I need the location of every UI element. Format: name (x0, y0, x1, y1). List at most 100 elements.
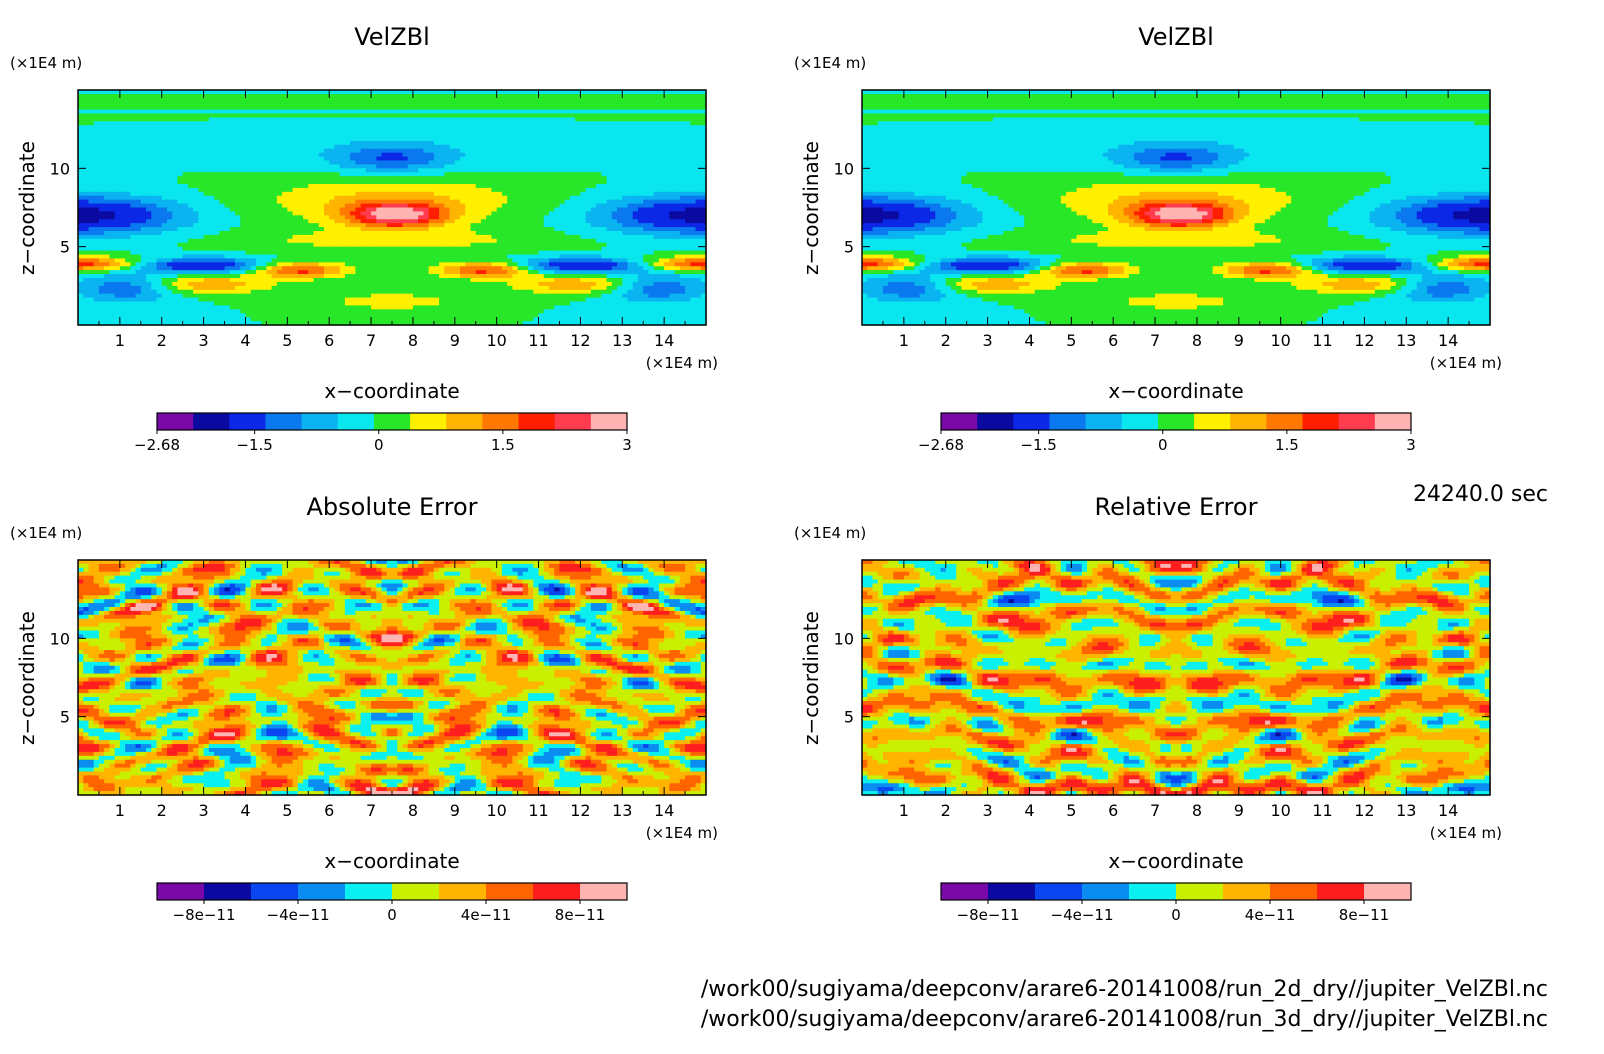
heatmap-cell (125, 184, 131, 189)
heatmap-cell (261, 94, 267, 99)
heatmap-cell (392, 231, 398, 236)
heatmap-cell (397, 227, 403, 232)
heatmap-cell (690, 129, 696, 134)
heatmap-cell (125, 98, 131, 103)
heatmap-cell (172, 137, 178, 142)
heatmap-cell (481, 188, 487, 193)
heatmap-cell (418, 200, 424, 205)
heatmap-cell (413, 200, 419, 205)
heatmap-cell (130, 176, 136, 181)
heatmap-cell (219, 161, 225, 166)
heatmap-cell (120, 231, 126, 236)
heatmap-cell (413, 219, 419, 224)
heatmap-cell (633, 223, 639, 228)
heatmap-cell (659, 129, 665, 134)
heatmap-cell (402, 94, 408, 99)
heatmap-cell (256, 172, 262, 177)
heatmap-cell (261, 219, 267, 224)
heatmap-cell (162, 172, 168, 177)
heatmap-cell (157, 231, 163, 236)
heatmap-cell (460, 219, 466, 224)
heatmap-cell (392, 223, 398, 228)
heatmap-cell (355, 102, 361, 107)
heatmap-cell (261, 168, 267, 173)
heatmap-cell (329, 110, 335, 115)
heatmap-cell (633, 117, 639, 122)
heatmap-cell (256, 184, 262, 189)
heatmap-cell (523, 149, 529, 154)
heatmap-cell (99, 188, 105, 193)
heatmap-cell (402, 200, 408, 205)
heatmap-cell (188, 129, 194, 134)
heatmap-cell (350, 137, 356, 142)
heatmap-cell (491, 188, 497, 193)
heatmap-cell (497, 157, 503, 162)
heatmap-cell (413, 172, 419, 177)
heatmap-cell (612, 235, 618, 240)
heatmap-cell (554, 145, 560, 150)
heatmap-cell (136, 141, 142, 146)
heatmap-cell (198, 129, 204, 134)
heatmap-cell (549, 102, 555, 107)
heatmap-cell (277, 106, 283, 111)
heatmap-cell (355, 145, 361, 150)
heatmap-cell (465, 102, 471, 107)
heatmap-cell (455, 227, 461, 232)
heatmap-cell (586, 153, 592, 158)
heatmap-cell (387, 141, 393, 146)
heatmap-cell (256, 164, 262, 169)
heatmap-cell (533, 98, 539, 103)
heatmap-cell (570, 141, 576, 146)
heatmap-cell (481, 149, 487, 154)
heatmap-cell (78, 157, 84, 162)
heatmap-cell (570, 137, 576, 142)
heatmap-cell (94, 192, 100, 197)
heatmap-cell (612, 172, 618, 177)
heatmap-cell (696, 102, 702, 107)
heatmap-cell (193, 168, 199, 173)
heatmap-cell (622, 192, 628, 197)
heatmap-cell (413, 125, 419, 130)
heatmap-cell (570, 161, 576, 166)
heatmap-cell (366, 215, 372, 220)
heatmap-cell (392, 145, 398, 150)
heatmap-cell (376, 145, 382, 150)
heatmap-cell (549, 188, 555, 193)
heatmap-cell (554, 219, 560, 224)
heatmap-cell (287, 227, 293, 232)
heatmap-cell (502, 164, 508, 169)
heatmap-cell (387, 110, 393, 115)
heatmap-cell (549, 204, 555, 209)
heatmap-cell (497, 145, 503, 150)
heatmap-cell (533, 231, 539, 236)
heatmap-cell (172, 141, 178, 146)
heatmap-cell (638, 204, 644, 209)
heatmap-cell (350, 227, 356, 232)
heatmap-cell (439, 137, 445, 142)
heatmap-cell (690, 168, 696, 173)
heatmap-cell (193, 149, 199, 154)
heatmap-cell (523, 208, 529, 213)
heatmap-cell (617, 149, 623, 154)
heatmap-cell (130, 98, 136, 103)
heatmap-cell (88, 145, 94, 150)
heatmap-cell (172, 196, 178, 201)
heatmap-cell (151, 133, 157, 138)
heatmap-cell (293, 235, 299, 240)
heatmap-cell (104, 141, 110, 146)
heatmap-cell (314, 117, 320, 122)
heatmap-cell (130, 231, 136, 236)
heatmap-cell (334, 219, 340, 224)
heatmap-cell (675, 176, 681, 181)
heatmap-cell (146, 129, 152, 134)
heatmap-cell (434, 168, 440, 173)
heatmap-cell (455, 137, 461, 142)
heatmap-cell (591, 145, 597, 150)
heatmap-cell (146, 117, 152, 122)
heatmap-cell (214, 196, 220, 201)
heatmap-cell (612, 184, 618, 189)
heatmap-cell (319, 200, 325, 205)
heatmap-cell (423, 125, 429, 130)
heatmap-cell (355, 129, 361, 134)
heatmap-cell (109, 215, 115, 220)
